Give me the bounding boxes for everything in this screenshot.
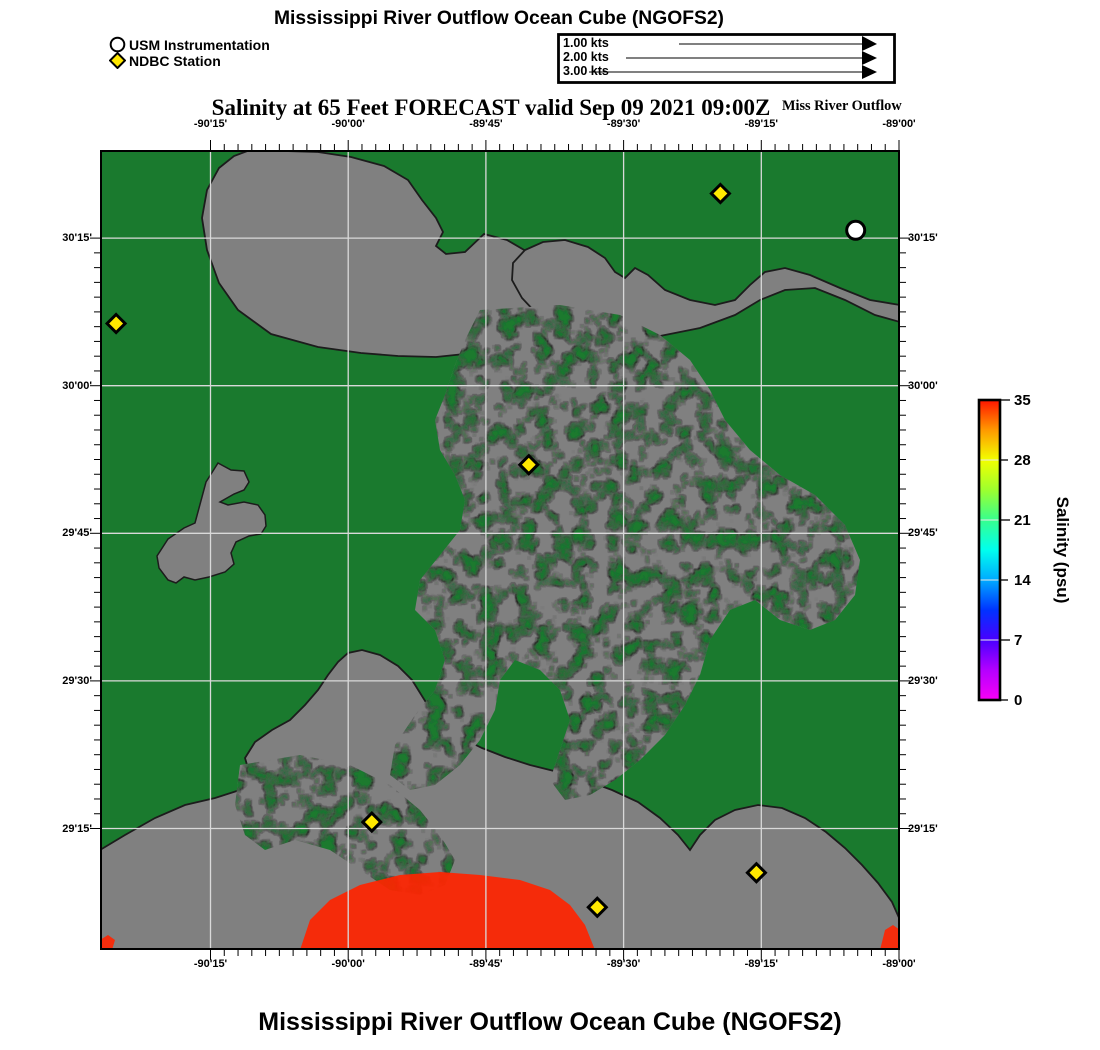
- svg-text:29'30': 29'30': [908, 675, 938, 687]
- svg-text:30'00': 30'00': [908, 380, 938, 392]
- svg-text:-90'00': -90'00': [332, 118, 366, 130]
- svg-text:29'45': 29'45': [62, 527, 92, 539]
- svg-text:29'15': 29'15': [908, 823, 938, 835]
- svg-text:-90'15': -90'15': [194, 118, 228, 130]
- svg-text:-89'45': -89'45': [469, 118, 503, 130]
- svg-text:-89'00': -89'00': [882, 118, 916, 130]
- svg-text:29'45': 29'45': [908, 527, 938, 539]
- svg-text:29'15': 29'15': [62, 823, 92, 835]
- svg-text:30'15': 30'15': [62, 232, 92, 244]
- svg-text:30'15': 30'15': [908, 232, 938, 244]
- svg-text:30'00': 30'00': [62, 380, 92, 392]
- svg-text:-89'15': -89'15': [745, 118, 779, 130]
- svg-text:29'30': 29'30': [62, 675, 92, 687]
- svg-text:-89'30': -89'30': [607, 118, 641, 130]
